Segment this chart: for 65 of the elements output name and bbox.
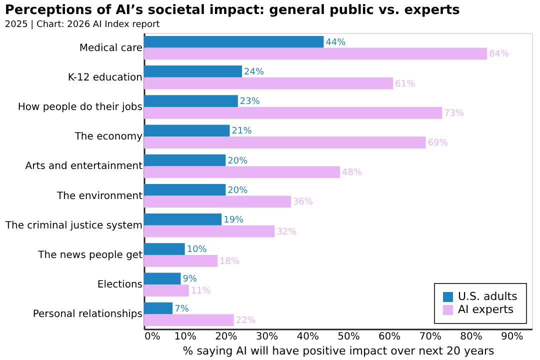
data-label: 36%	[293, 198, 314, 208]
bar	[144, 36, 324, 48]
y-tick-label: The news people get	[37, 250, 143, 261]
x-tick-label: 0%	[144, 332, 160, 342]
bar	[144, 272, 181, 285]
x-tick-label: 70%	[419, 332, 442, 342]
data-label: 9%	[182, 274, 198, 285]
legend-label: U.S. adults	[458, 290, 518, 303]
x-tick-label: 20%	[215, 332, 238, 342]
data-label: 19%	[224, 215, 244, 226]
x-tick-label: 10%	[174, 332, 196, 342]
bar	[144, 314, 234, 326]
bar	[144, 77, 394, 90]
x-tick-label: 80%	[460, 332, 482, 342]
y-tick-label: Medical care	[79, 42, 142, 54]
bar	[144, 95, 238, 107]
x-tick-label: 90%	[500, 332, 524, 342]
bar	[144, 284, 189, 296]
bar	[144, 196, 292, 208]
x-tick-label: 50%	[338, 332, 360, 342]
legend-label: AI experts	[458, 303, 514, 316]
bar	[144, 154, 226, 166]
chart-subtitle: 2025 | Chart: 2026 AI Index report	[4, 20, 160, 30]
data-label: 18%	[220, 256, 240, 267]
x-axis-title: % saying AI will have positive impact over next 20 years	[182, 344, 495, 358]
data-label: 24%	[244, 67, 264, 78]
bar	[144, 255, 218, 267]
y-tick-label: The criminal justice system	[4, 220, 142, 232]
bar	[144, 166, 340, 178]
data-label: 22%	[236, 316, 256, 326]
data-label: 48%	[342, 168, 362, 178]
data-label: 10%	[186, 245, 208, 256]
data-label: 69%	[428, 138, 448, 149]
y-tick-label: Arts and entertainment	[25, 161, 143, 172]
data-label: 23%	[240, 97, 260, 108]
data-label: 73%	[444, 108, 465, 119]
data-label: 61%	[395, 79, 416, 90]
data-label: 84%	[489, 50, 510, 60]
bar	[144, 124, 230, 137]
data-label: 32%	[276, 227, 298, 238]
y-tick-label: K-12 education	[68, 72, 142, 84]
y-tick-label: Personal relationships	[32, 309, 142, 320]
x-tick-label: 60%	[378, 332, 401, 342]
y-tick-label: The environment	[56, 190, 143, 202]
x-tick-label: 40%	[296, 332, 319, 342]
bar	[144, 107, 442, 119]
bar	[144, 136, 426, 148]
data-label: 20%	[228, 156, 248, 166]
chart-title: Perceptions of AI’s societal impact: general public vs. experts	[4, 3, 460, 18]
data-label: 20%	[228, 186, 248, 196]
bar	[144, 225, 275, 238]
bar	[144, 66, 242, 78]
x-tick-label: 30%	[256, 332, 278, 342]
bar	[144, 214, 222, 226]
y-tick-label: The economy	[74, 132, 143, 143]
y-tick-label: How people do their jobs	[18, 102, 142, 113]
data-label: 44%	[326, 38, 346, 48]
bar	[144, 302, 173, 314]
y-tick-label: Elections	[97, 280, 142, 291]
data-label: 21%	[232, 126, 252, 137]
bar	[144, 48, 488, 60]
bar	[144, 243, 185, 255]
bar	[144, 184, 226, 196]
data-label: 7%	[174, 304, 190, 314]
data-label: 11%	[190, 286, 212, 297]
